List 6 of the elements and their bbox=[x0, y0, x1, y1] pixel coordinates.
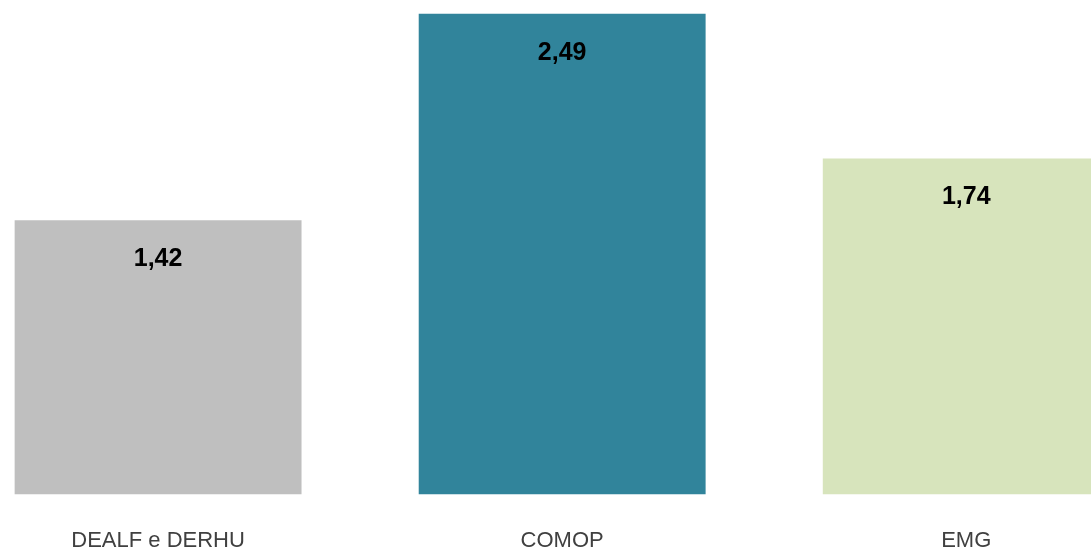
x-tick-label: DEALF e DERHU bbox=[71, 526, 245, 552]
x-tick-label: EMG bbox=[941, 526, 992, 552]
x-tick-label: COMOP bbox=[520, 526, 604, 552]
data-label: 2,49 bbox=[537, 36, 587, 65]
data-label: 1,42 bbox=[133, 243, 183, 272]
data-label: 1,74 bbox=[941, 181, 991, 210]
